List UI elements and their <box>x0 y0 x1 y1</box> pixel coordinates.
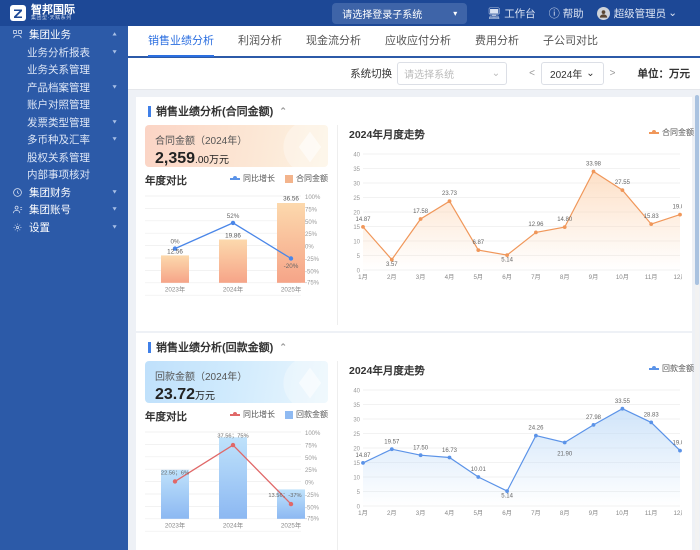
svg-text:2月: 2月 <box>387 274 397 281</box>
svg-text:8月: 8月 <box>560 274 570 281</box>
svg-text:1月: 1月 <box>358 510 368 517</box>
svg-text:30: 30 <box>353 418 360 424</box>
svg-text:7月: 7月 <box>531 510 541 517</box>
svg-text:19.86: 19.86 <box>225 233 241 240</box>
svg-text:27.98: 27.98 <box>586 415 602 421</box>
svg-text:25: 25 <box>353 432 360 438</box>
svg-text:52%: 52% <box>227 213 240 220</box>
svg-text:9月: 9月 <box>589 274 599 281</box>
svg-text:19.09: 19.09 <box>672 441 682 447</box>
svg-text:5月: 5月 <box>473 274 483 281</box>
svg-text:28.83: 28.83 <box>644 413 660 419</box>
svg-text:1月: 1月 <box>358 274 368 281</box>
svg-text:17.58: 17.58 <box>413 209 429 215</box>
svg-text:-75%: -75% <box>305 281 320 287</box>
svg-text:0%: 0% <box>305 481 314 487</box>
svg-text:10.01: 10.01 <box>471 467 487 473</box>
svg-text:3月: 3月 <box>416 274 426 281</box>
svg-text:-50%: -50% <box>305 505 320 511</box>
svg-text:22.56；6%: 22.56；6% <box>161 471 189 477</box>
svg-text:11月: 11月 <box>645 510 658 517</box>
svg-text:30: 30 <box>353 182 360 188</box>
svg-text:-75%: -75% <box>305 517 320 523</box>
svg-text:15: 15 <box>353 461 360 467</box>
svg-text:6月: 6月 <box>502 274 512 281</box>
svg-text:75%: 75% <box>305 443 318 449</box>
svg-text:5.14: 5.14 <box>501 494 513 500</box>
svg-text:19.57: 19.57 <box>384 440 400 446</box>
svg-text:2023年: 2023年 <box>165 285 185 294</box>
svg-text:36.56: 36.56 <box>283 196 299 203</box>
svg-text:7月: 7月 <box>531 274 541 281</box>
svg-text:4月: 4月 <box>445 274 455 281</box>
svg-text:33.98: 33.98 <box>586 162 602 168</box>
svg-text:25%: 25% <box>305 468 318 474</box>
svg-text:3.57: 3.57 <box>386 262 398 268</box>
svg-text:0%: 0% <box>305 245 314 251</box>
svg-text:10月: 10月 <box>616 510 629 517</box>
svg-text:75%: 75% <box>305 207 318 213</box>
svg-text:6.87: 6.87 <box>472 240 484 246</box>
svg-text:100%: 100% <box>305 431 321 437</box>
svg-text:13.56；-37%: 13.56；-37% <box>268 493 301 499</box>
svg-text:50%: 50% <box>305 220 318 226</box>
svg-text:6月: 6月 <box>502 510 512 517</box>
svg-text:3月: 3月 <box>416 510 426 517</box>
svg-text:33.55: 33.55 <box>615 399 631 405</box>
svg-text:17.50: 17.50 <box>413 446 429 452</box>
svg-text:14.87: 14.87 <box>355 453 371 459</box>
svg-text:12.96: 12.96 <box>528 222 544 228</box>
svg-text:-25%: -25% <box>305 257 320 263</box>
svg-text:4月: 4月 <box>445 510 455 517</box>
svg-text:14.87: 14.87 <box>355 217 371 223</box>
svg-text:9月: 9月 <box>589 510 599 517</box>
svg-text:100%: 100% <box>305 195 321 201</box>
svg-text:5.14: 5.14 <box>501 258 513 264</box>
svg-text:37.56；75%: 37.56；75% <box>217 434 248 440</box>
svg-text:23.73: 23.73 <box>442 191 458 197</box>
svg-text:2024年: 2024年 <box>223 521 243 530</box>
svg-text:15: 15 <box>353 225 360 231</box>
svg-text:-50%: -50% <box>305 269 320 275</box>
svg-text:2025年: 2025年 <box>281 521 301 530</box>
svg-text:21.90: 21.90 <box>557 452 573 458</box>
svg-text:2023年: 2023年 <box>165 521 185 530</box>
svg-text:2月: 2月 <box>387 510 397 517</box>
svg-text:2024年: 2024年 <box>223 285 243 294</box>
svg-text:15.83: 15.83 <box>644 214 660 220</box>
svg-text:16.73: 16.73 <box>442 448 458 454</box>
svg-text:25: 25 <box>353 196 360 202</box>
svg-text:50%: 50% <box>305 456 318 462</box>
svg-text:2025年: 2025年 <box>281 285 301 294</box>
svg-text:35: 35 <box>353 167 360 173</box>
svg-text:27.55: 27.55 <box>615 180 631 186</box>
svg-text:40: 40 <box>353 389 360 395</box>
svg-text:14.80: 14.80 <box>557 217 573 223</box>
svg-text:10月: 10月 <box>616 274 629 281</box>
svg-text:0%: 0% <box>170 239 180 246</box>
svg-text:8月: 8月 <box>560 510 570 517</box>
svg-text:19.09: 19.09 <box>672 205 682 211</box>
svg-text:11月: 11月 <box>645 274 658 281</box>
svg-text:20: 20 <box>353 211 360 217</box>
svg-text:10: 10 <box>353 240 360 246</box>
svg-text:12月: 12月 <box>673 274 682 281</box>
svg-text:-20%: -20% <box>284 263 299 270</box>
svg-text:10: 10 <box>353 476 360 482</box>
svg-text:20: 20 <box>353 447 360 453</box>
svg-text:5: 5 <box>357 254 361 260</box>
svg-text:24.26: 24.26 <box>528 426 544 432</box>
svg-text:40: 40 <box>353 153 360 159</box>
svg-text:12.56: 12.56 <box>167 249 183 256</box>
svg-text:5月: 5月 <box>473 510 483 517</box>
svg-text:35: 35 <box>353 403 360 409</box>
svg-text:-25%: -25% <box>305 493 320 499</box>
svg-text:5: 5 <box>357 490 361 496</box>
svg-text:25%: 25% <box>305 232 318 238</box>
svg-text:12月: 12月 <box>673 510 682 517</box>
